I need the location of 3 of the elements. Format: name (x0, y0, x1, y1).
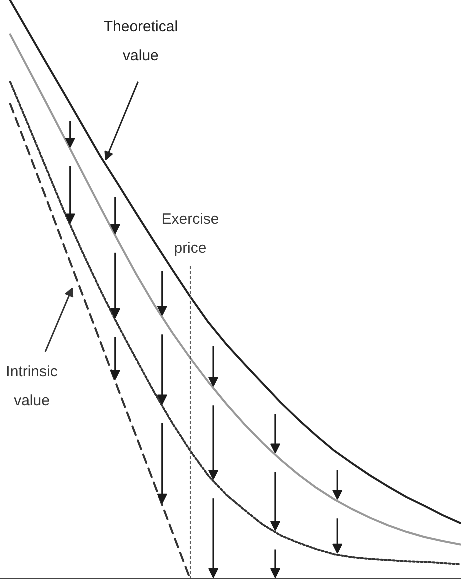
text: Intrinsic value (6, 363, 58, 410)
text: Theoretical value (104, 18, 178, 65)
annotation: Exercise price (162, 211, 220, 257)
